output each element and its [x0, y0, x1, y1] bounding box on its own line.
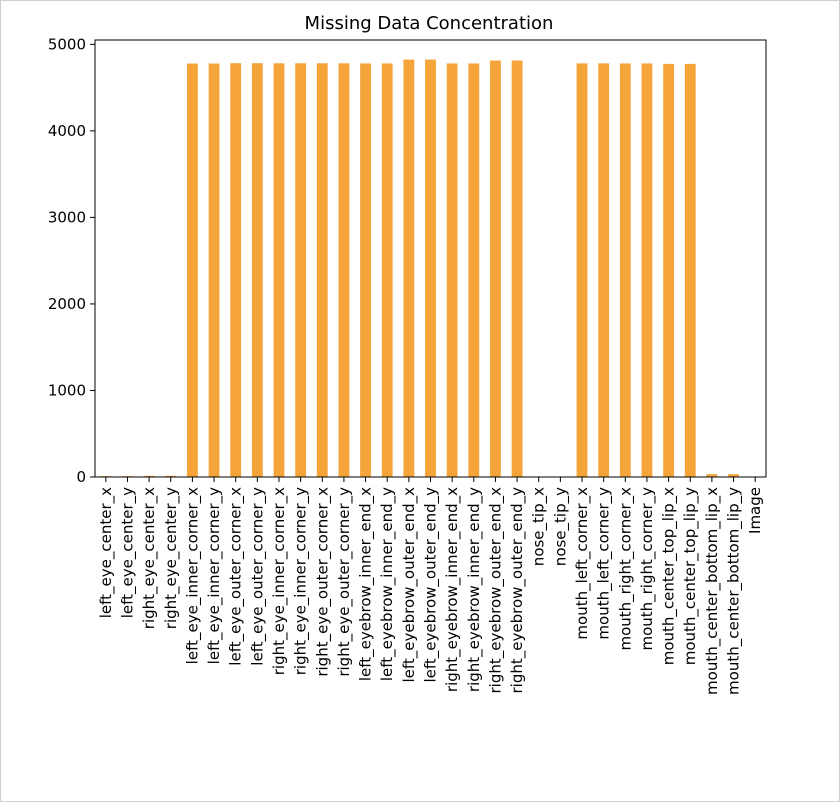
bars-group	[100, 59, 739, 478]
bar-right_eyebrow_inner_end_x	[446, 63, 458, 477]
bar-right_eye_center_x	[143, 475, 155, 477]
bar-left_eye_inner_corner_y	[208, 63, 220, 477]
x-tick-label: left_eye_outer_corner_x	[227, 487, 246, 666]
bar-left_eye_inner_corner_x	[186, 63, 198, 477]
x-tick-label: right_eye_center_y	[162, 487, 181, 629]
y-tick-label: 1000	[48, 381, 86, 399]
bar-left_eyebrow_inner_end_x	[360, 63, 371, 477]
x-tick-label: nose_tip_y	[551, 487, 570, 566]
x-tick-label: right_eye_outer_corner_x	[313, 487, 332, 677]
y-axis: 0 1000 2000 3000 4000 5000	[48, 35, 95, 486]
x-axis: left_eye_center_x left_eye_center_y right_…	[97, 477, 764, 695]
bar-left_eyebrow_inner_end_y	[381, 63, 393, 477]
x-tick-label: left_eye_inner_corner_x	[183, 487, 202, 664]
y-tick-label: 0	[76, 468, 86, 486]
x-tick-label: mouth_right_corner_x	[616, 487, 635, 651]
bar-right_eye_outer_corner_y	[338, 63, 350, 477]
x-tick-label: left_eye_center_x	[97, 487, 116, 618]
x-tick-label: mouth_left_corner_x	[573, 487, 592, 640]
x-tick-label: mouth_center_bottom_lip_x	[703, 487, 722, 695]
x-tick-label: left_eye_outer_corner_y	[248, 487, 267, 666]
x-tick-label: nose_tip_x	[530, 487, 549, 566]
x-tick-label: right_eyebrow_inner_end_x	[443, 487, 462, 692]
x-tick-label: mouth_center_top_lip_x	[660, 487, 679, 665]
bar-right_eye_outer_corner_x	[316, 63, 328, 477]
bar-mouth_center_top_lip_y	[684, 63, 696, 477]
x-tick-label: right_eye_center_x	[140, 487, 159, 629]
bar-mouth_right_corner_x	[619, 63, 631, 477]
bar-mouth_left_corner_y	[598, 63, 610, 478]
bar-left_eyebrow_outer_end_y	[425, 59, 436, 478]
x-tick-label: left_eyebrow_inner_end_y	[378, 487, 397, 681]
y-tick-label: 5000	[48, 35, 86, 53]
plot-area-border	[94, 39, 767, 478]
x-tick-label: right_eyebrow_inner_end_y	[465, 487, 484, 692]
x-tick-label: right_eye_inner_corner_y	[292, 487, 311, 675]
bar-left_eyebrow_outer_end_x	[403, 59, 415, 478]
bar-right_eyebrow_inner_end_y	[468, 63, 480, 477]
x-tick-label: right_eye_outer_corner_y	[335, 487, 354, 677]
bar-left_eye_outer_corner_x	[230, 63, 242, 477]
bar-right_eye_center_y	[165, 475, 177, 477]
x-tick-label: mouth_right_corner_y	[638, 487, 657, 651]
bar-right_eye_inner_corner_x	[273, 63, 285, 477]
bar-mouth_left_corner_x	[576, 63, 588, 478]
x-tick-label: mouth_center_bottom_lip_y	[725, 487, 744, 695]
bar-right_eye_inner_corner_y	[295, 63, 307, 477]
x-tick-label: left_eyebrow_inner_end_x	[357, 487, 376, 681]
x-tick-label: left_eye_inner_corner_y	[205, 487, 224, 664]
bar-mouth_center_bottom_lip_x	[706, 474, 718, 477]
x-tick-label: mouth_left_corner_y	[595, 487, 614, 640]
x-tick-label: left_eyebrow_outer_end_y	[422, 487, 441, 683]
bar-mouth_right_corner_y	[641, 63, 653, 477]
x-tick-label: right_eyebrow_outer_end_x	[486, 487, 505, 694]
chart-title: Missing Data Concentration	[305, 13, 554, 34]
x-tick-label: right_eye_inner_corner_x	[270, 487, 289, 675]
y-tick-label: 4000	[48, 122, 86, 140]
x-tick-label: mouth_center_top_lip_y	[681, 487, 700, 665]
x-tick-label: left_eyebrow_outer_end_x	[400, 487, 419, 683]
bar-right_eyebrow_outer_end_x	[490, 60, 501, 477]
bar-mouth_center_bottom_lip_y	[728, 474, 739, 477]
bar-left_eye_outer_corner_y	[251, 63, 263, 477]
bar-mouth_center_top_lip_x	[663, 63, 675, 477]
x-tick-label: right_eyebrow_outer_end_y	[508, 487, 527, 694]
x-tick-label: left_eye_center_y	[118, 487, 137, 618]
y-tick-label: 2000	[48, 295, 86, 313]
x-tick-label: Image	[746, 487, 764, 534]
bar-right_eyebrow_outer_end_y	[511, 60, 523, 477]
y-tick-label: 3000	[48, 208, 86, 226]
